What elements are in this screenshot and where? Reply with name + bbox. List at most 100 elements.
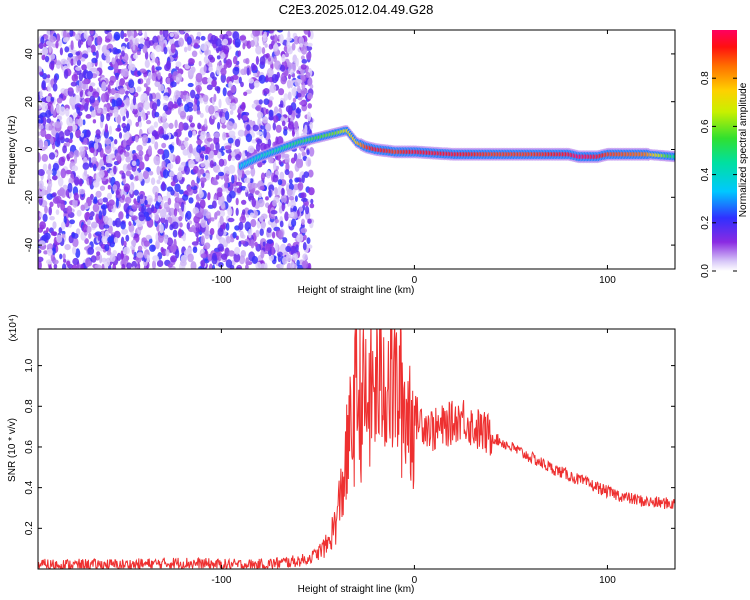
noise-speckle [310,198,314,204]
noise-speckle [45,109,52,119]
noise-speckle [191,225,196,232]
noise-speckle [196,144,202,154]
noise-speckle [306,237,311,245]
noise-speckle [113,236,119,244]
noise-speckle [138,172,144,182]
noise-speckle [308,187,315,196]
noise-speckle [167,216,173,223]
noise-speckle [245,257,250,266]
noise-speckle [50,53,56,60]
noise-speckle [238,76,242,84]
noise-speckle [70,58,74,66]
noise-speckle [168,144,174,150]
noise-speckle [255,45,262,55]
noise-speckle [301,197,308,202]
noise-speckle [279,220,284,228]
noise-speckle [174,119,178,129]
noise-speckle [221,52,226,59]
noise-speckle [48,43,52,54]
noise-speckle [293,183,300,191]
noise-speckle [218,262,224,268]
spectrogram-x-axis: -100 0 100 [211,30,616,286]
noise-speckle [88,175,92,186]
noise-speckle [175,94,179,100]
noise-speckle [130,102,134,112]
noise-speckle [275,124,282,133]
noise-speckle [47,174,51,181]
noise-speckle [114,139,118,145]
noise-speckle [204,118,208,127]
noise-speckle [157,195,162,203]
noise-speckle [87,246,95,255]
noise-speckle [76,59,82,66]
snr-series-line [38,329,675,569]
noise-speckle [83,102,89,112]
noise-speckle [274,242,279,252]
noise-speckle [138,128,143,139]
noise-speckle [122,68,129,78]
noise-speckle [199,112,204,118]
noise-speckle [62,263,67,269]
noise-speckle [191,50,198,58]
noise-speckle [76,106,81,114]
noise-speckle [111,98,116,108]
noise-speckle [105,154,113,164]
noise-speckle [144,199,148,206]
noise-speckle [92,91,100,98]
noise-speckle [99,254,103,264]
noise-speckle [52,231,58,237]
noise-speckle [159,223,164,234]
noise-speckle [194,93,200,100]
noise-speckle [211,79,217,88]
noise-speckle [126,30,132,37]
noise-speckle [125,234,130,242]
noise-speckle [189,114,194,121]
noise-speckle [131,160,137,167]
noise-speckle [49,201,54,208]
noise-speckle [100,93,107,103]
noise-speckle [220,238,224,244]
snr-y-multiplier: (x10⁴) [8,314,19,341]
noise-speckle [96,251,101,256]
noise-speckle [125,144,131,151]
noise-speckle [202,94,209,103]
noise-speckle [297,85,301,93]
noise-speckle [303,234,307,241]
noise-speckle [293,88,297,97]
noise-speckle [44,232,51,240]
noise-speckle [104,145,112,154]
noise-speckle [232,66,240,76]
noise-speckle [103,49,111,57]
noise-speckle [245,264,249,269]
noise-speckle [122,115,126,122]
noise-speckle [129,210,134,216]
noise-speckle [221,112,226,119]
noise-speckle [102,215,109,223]
noise-speckle [170,181,176,187]
noise-speckle [266,67,274,78]
noise-speckle [286,262,292,269]
noise-speckle [277,186,281,197]
colorbar-gradient [712,30,737,271]
noise-speckle [150,52,155,60]
noise-speckle [296,233,304,243]
noise-speckle [121,50,125,57]
noise-speckle [200,162,206,168]
noise-speckle [132,42,136,51]
noise-speckle [130,135,136,142]
noise-speckle [106,251,112,256]
noise-speckle [213,93,217,103]
noise-speckle [69,132,74,140]
noise-speckle [48,125,53,131]
noise-speckle [38,233,41,240]
noise-speckle [85,257,91,268]
noise-speckle [254,241,258,247]
noise-speckle [227,207,233,216]
noise-speckle [51,247,56,255]
noise-speckle [233,187,238,193]
noise-speckle [243,177,251,184]
noise-speckle [302,253,308,261]
noise-speckle [125,213,130,219]
noise-speckle [129,185,133,195]
noise-speckle [243,66,247,76]
